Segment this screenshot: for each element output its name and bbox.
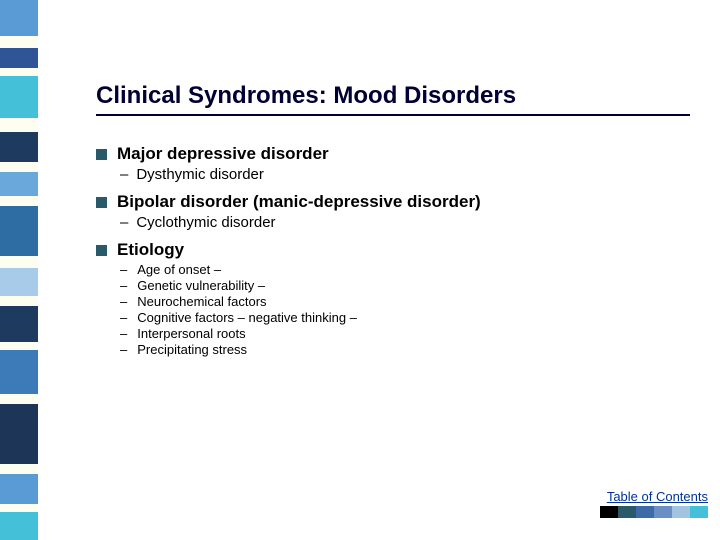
color-swatch bbox=[654, 506, 672, 518]
dash-icon: – bbox=[120, 310, 127, 325]
table-of-contents-link[interactable]: Table of Contents bbox=[600, 489, 708, 504]
subbullet-genetic: – Genetic vulnerability – bbox=[120, 278, 690, 293]
left-decorative-stripes bbox=[0, 0, 38, 540]
bullet-text: Major depressive disorder bbox=[117, 144, 329, 164]
slide-title: Clinical Syndromes: Mood Disorders bbox=[96, 82, 690, 116]
stripe bbox=[0, 196, 38, 206]
subbullet-dysthymic: – Dysthymic disorder bbox=[120, 166, 690, 183]
stripe bbox=[0, 394, 38, 404]
color-swatch bbox=[600, 506, 618, 518]
stripe bbox=[0, 404, 38, 464]
stripe bbox=[0, 306, 38, 342]
stripe bbox=[0, 342, 38, 350]
stripe bbox=[0, 512, 38, 540]
bullet-text: Etiology bbox=[117, 240, 184, 260]
stripe bbox=[0, 296, 38, 306]
subbullet-text: Dysthymic disorder bbox=[136, 166, 264, 183]
stripe bbox=[0, 118, 38, 132]
subbullet-text: Cyclothymic disorder bbox=[136, 214, 275, 231]
stripe bbox=[0, 206, 38, 256]
square-bullet-icon bbox=[96, 197, 107, 208]
color-swatch bbox=[636, 506, 654, 518]
dash-icon: – bbox=[120, 342, 127, 357]
color-swatch bbox=[618, 506, 636, 518]
bullet-etiology: Etiology bbox=[96, 240, 690, 260]
subbullet-interpersonal: – Interpersonal roots bbox=[120, 326, 690, 341]
slide-content: Clinical Syndromes: Mood Disorders Major… bbox=[96, 82, 690, 358]
stripe bbox=[0, 36, 38, 48]
color-swatch bbox=[672, 506, 690, 518]
stripe bbox=[0, 474, 38, 504]
subbullet-text: Interpersonal roots bbox=[137, 326, 245, 341]
subbullet-text: Cognitive factors – negative thinking – bbox=[137, 310, 357, 325]
bullet-text: Bipolar disorder (manic-depressive disor… bbox=[117, 192, 481, 212]
stripe bbox=[0, 172, 38, 196]
dash-icon: – bbox=[120, 262, 127, 277]
stripe bbox=[0, 76, 38, 118]
dash-icon: – bbox=[120, 214, 128, 231]
dash-icon: – bbox=[120, 326, 127, 341]
subbullet-cognitive: – Cognitive factors – negative thinking … bbox=[120, 310, 690, 325]
stripe bbox=[0, 350, 38, 394]
subbullet-age-onset: – Age of onset – bbox=[120, 262, 690, 277]
color-swatch bbox=[690, 506, 708, 518]
subbullet-cyclothymic: – Cyclothymic disorder bbox=[120, 214, 690, 231]
bullet-major-depressive: Major depressive disorder bbox=[96, 144, 690, 164]
dash-icon: – bbox=[120, 294, 127, 309]
subbullet-text: Precipitating stress bbox=[137, 342, 247, 357]
stripe bbox=[0, 132, 38, 162]
color-swatch-row bbox=[600, 506, 708, 518]
dash-icon: – bbox=[120, 278, 127, 293]
subbullet-neurochemical: – Neurochemical factors bbox=[120, 294, 690, 309]
stripe bbox=[0, 68, 38, 76]
square-bullet-icon bbox=[96, 149, 107, 160]
subbullet-text: Neurochemical factors bbox=[137, 294, 266, 309]
stripe bbox=[0, 268, 38, 296]
stripe bbox=[0, 504, 38, 512]
subbullet-text: Genetic vulnerability – bbox=[137, 278, 265, 293]
stripe bbox=[0, 48, 38, 68]
slide-footer: Table of Contents bbox=[600, 489, 708, 518]
stripe bbox=[0, 256, 38, 268]
stripe bbox=[0, 464, 38, 474]
stripe bbox=[0, 0, 38, 36]
subbullet-stress: – Precipitating stress bbox=[120, 342, 690, 357]
stripe bbox=[0, 162, 38, 172]
dash-icon: – bbox=[120, 166, 128, 183]
bullet-bipolar: Bipolar disorder (manic-depressive disor… bbox=[96, 192, 690, 212]
square-bullet-icon bbox=[96, 245, 107, 256]
subbullet-text: Age of onset – bbox=[137, 262, 221, 277]
